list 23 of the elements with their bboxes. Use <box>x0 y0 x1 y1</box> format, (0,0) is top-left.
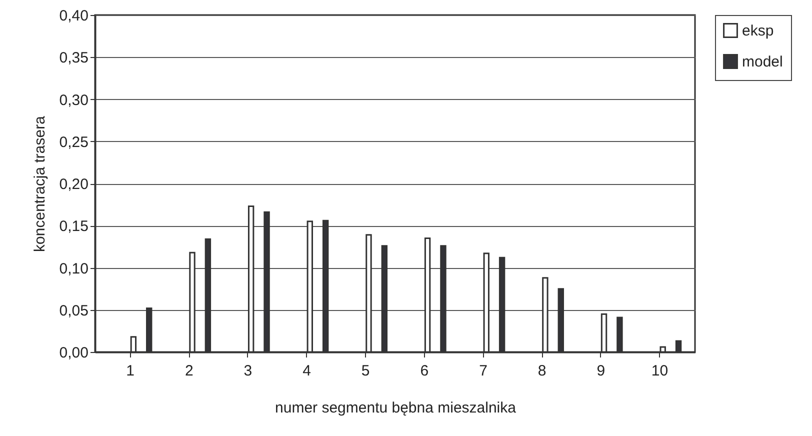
y-tick-label: 0,05 <box>59 302 88 320</box>
y-tick-label: 0,15 <box>59 218 88 236</box>
y-tick-label: 0,10 <box>59 260 88 278</box>
x-tick-label: 7 <box>479 362 488 380</box>
x-tick-label: 6 <box>420 362 429 380</box>
x-tick-label: 4 <box>302 362 311 380</box>
x-tick-label: 3 <box>244 362 252 380</box>
x-tick-label: 5 <box>361 362 370 380</box>
x-tick-label: 8 <box>538 362 546 380</box>
x-tick-label: 10 <box>651 362 668 380</box>
legend-label: eksp <box>742 22 774 40</box>
x-tick-label: 1 <box>126 362 134 380</box>
y-tick-label: 0,30 <box>59 92 88 109</box>
y-tick-label: 0,35 <box>59 50 88 67</box>
x-tick-label: 2 <box>184 362 194 380</box>
y-axis-title: koncentracja trasera <box>31 115 48 252</box>
y-tick-label: 0,20 <box>59 176 88 193</box>
y-tick-label: 0,40 <box>59 8 88 24</box>
y-tick-label: 0,25 <box>59 134 88 151</box>
x-axis-title: numer segmentu bębna mieszalnika <box>275 400 517 416</box>
y-tick-label: 0,00 <box>59 344 88 362</box>
x-tick-label: 9 <box>596 362 606 380</box>
legend-label: model <box>742 54 783 70</box>
